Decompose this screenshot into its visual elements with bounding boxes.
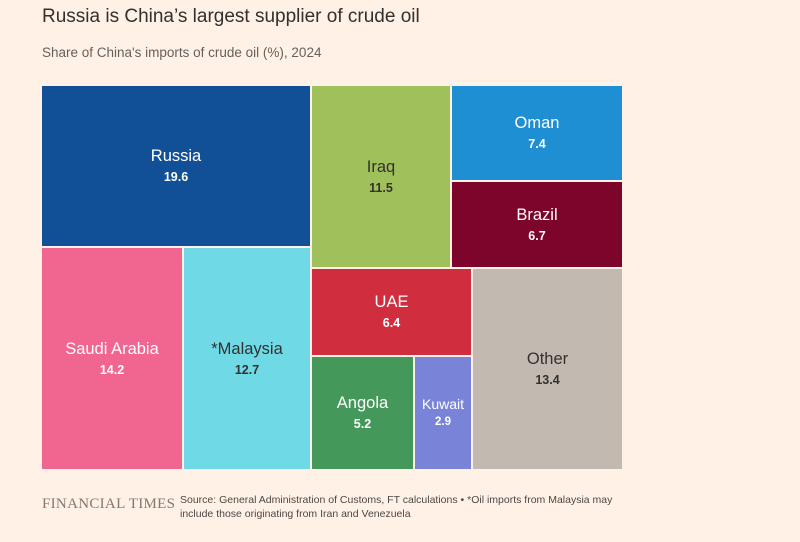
treemap-cell-russia: Russia 19.6	[42, 86, 312, 248]
treemap-cell-iraq: Iraq 11.5	[312, 86, 452, 269]
cell-label-iraq: Iraq	[366, 157, 396, 176]
cell-label-saudi-arabia: Saudi Arabia	[65, 339, 159, 358]
cell-label-kuwait: Kuwait	[421, 396, 465, 412]
cell-value-russia: 19.6	[163, 170, 189, 184]
source-note: Source: General Administration of Custom…	[180, 494, 613, 520]
treemap-cell-other: Other 13.4	[473, 269, 622, 469]
cell-label-angola: Angola	[336, 394, 389, 412]
cell-value-kuwait: 2.9	[435, 416, 451, 428]
cell-value-brazil: 6.7	[528, 228, 546, 243]
cell-label-other: Other	[526, 350, 569, 368]
treemap-cell-uae: UAE 6.4	[312, 269, 473, 357]
treemap-cell-malaysia: *Malaysia 12.7	[184, 248, 312, 469]
ft-logo: FINANCIAL TIMES	[42, 496, 176, 512]
treemap-cell-kuwait: Kuwait 2.9	[415, 357, 473, 469]
cell-label-uae: UAE	[374, 293, 409, 311]
treemap: Russia 19.6 Iraq 11.5 Oman 7.4 Brazil 6.7 Saudi …	[42, 86, 622, 469]
cell-value-oman: 7.4	[528, 137, 546, 151]
cell-value-angola: 5.2	[353, 417, 372, 431]
cell-label-oman: Oman	[514, 114, 560, 132]
treemap-cell-brazil: Brazil 6.7	[452, 182, 622, 269]
cell-value-other: 13.4	[535, 373, 560, 387]
cell-label-russia: Russia	[150, 147, 202, 165]
chart-subtitle: Share of China's imports of crude oil (%…	[42, 45, 322, 60]
cell-value-saudi-arabia: 14.2	[99, 362, 125, 377]
treemap-cell-saudi-arabia: Saudi Arabia 14.2	[42, 248, 184, 469]
cell-label-malaysia: *Malaysia	[211, 339, 283, 358]
treemap-cell-angola: Angola 5.2	[312, 357, 415, 469]
treemap-cell-oman: Oman 7.4	[452, 86, 622, 182]
cell-value-uae: 6.4	[382, 316, 401, 330]
cell-value-malaysia: 12.7	[234, 362, 260, 377]
cell-value-iraq: 11.5	[369, 180, 393, 195]
cell-label-brazil: Brazil	[516, 205, 558, 224]
chart-title: Russia is China’s largest supplier of cr…	[42, 6, 420, 27]
